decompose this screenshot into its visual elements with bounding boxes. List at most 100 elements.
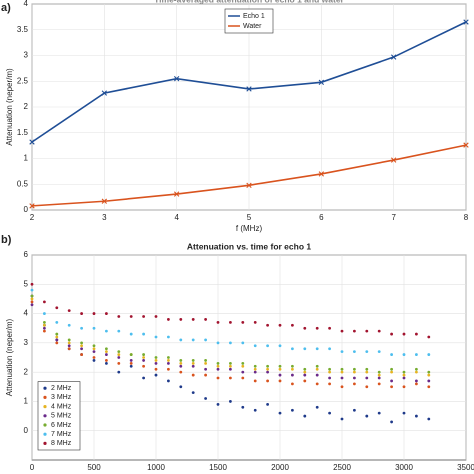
- scatter-point: [229, 341, 232, 345]
- scatter-point: [303, 367, 307, 371]
- y-tick-label: 5: [24, 279, 29, 288]
- scatter-point: [216, 367, 220, 371]
- scatter-point: [105, 361, 108, 365]
- scatter-point: [204, 397, 208, 400]
- x-tick-label: 3: [102, 213, 107, 222]
- legend-label: 5 MHz: [51, 413, 72, 420]
- scatter-point: [216, 320, 220, 324]
- scatter-point: [427, 353, 431, 356]
- x-tick-label: 1500: [209, 463, 227, 472]
- x-tick-label: 3500: [457, 463, 474, 472]
- scatter-point: [229, 376, 232, 380]
- scatter-point: [30, 303, 34, 307]
- scatter-point: [278, 379, 282, 383]
- scatter-point: [427, 385, 431, 389]
- scatter-point: [154, 367, 158, 371]
- scatter-point: [67, 344, 71, 348]
- scatter-point: [266, 323, 269, 327]
- scatter-point: [353, 367, 356, 371]
- scatter-point: [253, 344, 257, 348]
- x-axis-label: f (MHz): [236, 224, 263, 233]
- y-tick-label: 4: [24, 309, 29, 318]
- scatter-point: [253, 364, 257, 368]
- scatter-point: [204, 359, 208, 362]
- scatter-point: [377, 329, 381, 333]
- scatter-point: [266, 344, 269, 348]
- legend-label: 3 MHz: [51, 394, 72, 401]
- scatter-point: [241, 376, 245, 380]
- scatter-point: [241, 361, 245, 365]
- scatter-point: [191, 318, 195, 321]
- y-tick-label: 3: [24, 338, 29, 347]
- scatter-point: [390, 367, 393, 371]
- scatter-point: [92, 350, 96, 354]
- scatter-point: [191, 338, 195, 342]
- scatter-point: [55, 306, 59, 310]
- scatter-point: [291, 408, 294, 412]
- scatter-point: [353, 329, 356, 333]
- x-tick-label: 8: [464, 213, 469, 222]
- scatter-point: [216, 402, 220, 406]
- point-marker: [246, 182, 252, 188]
- scatter-point: [415, 370, 418, 374]
- scatter-point: [328, 376, 331, 380]
- x-tick-label: 2500: [333, 463, 351, 472]
- scatter-point: [253, 408, 257, 412]
- scatter-point: [179, 370, 183, 374]
- scatter-point: [365, 367, 369, 371]
- scatter-point: [43, 326, 46, 330]
- scatter-point: [191, 361, 195, 365]
- scatter-point: [129, 359, 133, 362]
- scatter-point: [253, 320, 257, 324]
- legend-marker: [43, 432, 47, 436]
- scatter-point: [117, 353, 121, 356]
- scatter-point: [328, 367, 331, 371]
- y-tick-label: 6: [24, 250, 29, 259]
- scatter-point: [43, 320, 46, 324]
- scatter-point: [266, 370, 269, 374]
- scatter-point: [415, 353, 418, 356]
- scatter-point: [278, 364, 282, 368]
- scatter-point: [365, 329, 369, 333]
- x-tick-label: 1000: [147, 463, 165, 472]
- scatter-point: [229, 367, 232, 371]
- scatter-point: [191, 391, 195, 395]
- scatter-point: [315, 326, 319, 330]
- scatter-point: [167, 361, 170, 365]
- y-tick-label: 0: [24, 205, 29, 214]
- scatter-point: [229, 361, 232, 365]
- scatter-point: [427, 335, 431, 339]
- scatter-point: [315, 382, 319, 386]
- x-tick-label: 500: [87, 463, 101, 472]
- x-tick-label: 2000: [271, 463, 289, 472]
- legend-marker: [43, 441, 47, 445]
- scatter-point: [43, 300, 46, 304]
- scatter-point: [80, 341, 83, 345]
- scatter-point: [291, 364, 294, 368]
- scatter-point: [241, 370, 245, 374]
- scatter-point: [390, 353, 393, 356]
- scatter-point: [43, 323, 46, 327]
- scatter-point: [303, 379, 307, 383]
- point-marker: [101, 198, 108, 204]
- scatter-point: [291, 382, 294, 386]
- scatter-point: [377, 382, 381, 386]
- scatter-point: [365, 414, 369, 418]
- scatter-point: [278, 367, 282, 371]
- scatter-point: [204, 361, 208, 365]
- scatter-point: [402, 373, 406, 377]
- scatter-point: [390, 385, 393, 389]
- scatter-point: [390, 379, 393, 383]
- scatter-point: [402, 353, 406, 356]
- scatter-point: [167, 359, 170, 362]
- legend-label: 6 MHz: [51, 422, 72, 429]
- scatter-point: [179, 318, 183, 321]
- legend-marker: [43, 423, 47, 427]
- scatter-point: [142, 353, 146, 356]
- scatter-point: [55, 338, 59, 342]
- scatter-point: [315, 373, 319, 377]
- legend-marker: [43, 405, 47, 409]
- scatter-point: [80, 344, 83, 348]
- scatter-point: [154, 361, 158, 365]
- scatter-point: [402, 376, 406, 380]
